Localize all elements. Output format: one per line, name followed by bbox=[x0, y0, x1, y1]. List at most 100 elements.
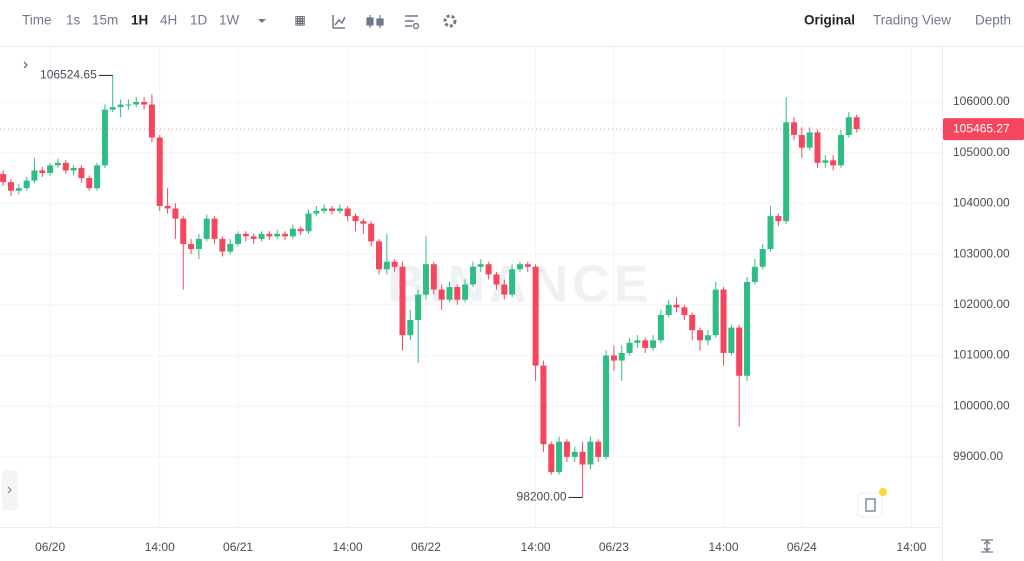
candle-body bbox=[422, 264, 429, 295]
candle-body bbox=[227, 243, 234, 252]
calendar-icon[interactable]: ▦ bbox=[294, 13, 305, 27]
settings-list-icon[interactable] bbox=[405, 15, 418, 27]
candle-body bbox=[485, 264, 492, 275]
notes-button[interactable] bbox=[857, 492, 883, 518]
candle-body bbox=[751, 266, 758, 282]
x-tick-label: 14:00 bbox=[145, 540, 175, 554]
candle-body bbox=[23, 180, 30, 189]
candle-body bbox=[101, 109, 108, 166]
candle-body bbox=[689, 314, 696, 331]
candle-body bbox=[634, 340, 641, 343]
candle-body bbox=[282, 233, 289, 237]
candle-body bbox=[744, 281, 751, 376]
last-price-label: 105465.27 bbox=[953, 121, 1010, 135]
candle-body bbox=[305, 213, 312, 232]
y-tick-label: 103000.00 bbox=[953, 246, 1010, 260]
x-tick-label: 14:00 bbox=[896, 540, 926, 554]
candle-body bbox=[697, 330, 704, 341]
candle-body bbox=[125, 104, 132, 106]
annotation-label: 106524.65 bbox=[40, 68, 97, 82]
candle-body bbox=[477, 264, 484, 267]
side-toggle-arrow bbox=[7, 486, 12, 494]
x-tick-label: 06/22 bbox=[411, 540, 441, 554]
candle-body bbox=[579, 451, 586, 465]
x-tick-label: 14:00 bbox=[709, 540, 739, 554]
candle-body bbox=[211, 218, 218, 239]
candle-body bbox=[0, 173, 7, 183]
candle-body bbox=[344, 208, 351, 217]
candle-body bbox=[86, 178, 93, 189]
indicator-icon[interactable] bbox=[332, 15, 346, 29]
view-button[interactable]: Original bbox=[804, 13, 855, 28]
candle-body bbox=[415, 294, 422, 321]
y-tick-label: 102000.00 bbox=[953, 297, 1010, 311]
candle-body bbox=[148, 104, 155, 138]
candle-body bbox=[133, 102, 140, 105]
candle-body bbox=[626, 342, 633, 353]
side-toggle[interactable] bbox=[2, 470, 18, 510]
candle-body bbox=[321, 208, 328, 212]
candle-body bbox=[657, 314, 664, 341]
gear-icon[interactable] bbox=[443, 14, 457, 28]
candle-body bbox=[266, 233, 273, 237]
candle-body bbox=[329, 208, 336, 212]
candle-body bbox=[313, 211, 320, 214]
candle-body bbox=[180, 218, 187, 244]
candle-body bbox=[78, 167, 85, 179]
interval-button[interactable]: 1D bbox=[190, 13, 208, 28]
candle-body bbox=[798, 134, 805, 148]
notes-badge bbox=[879, 488, 887, 496]
annotation-label: 98200.00 bbox=[517, 490, 567, 504]
candle-body bbox=[297, 228, 304, 232]
view-button[interactable]: Depth bbox=[975, 13, 1011, 28]
x-tick-label: 14:00 bbox=[333, 540, 363, 554]
candle-body bbox=[274, 233, 281, 237]
view-button[interactable]: Trading View bbox=[873, 13, 951, 28]
candle-body bbox=[650, 340, 657, 348]
candle-body bbox=[70, 167, 77, 171]
candle-body bbox=[109, 107, 116, 110]
candle-body bbox=[141, 102, 148, 105]
candle-body bbox=[548, 444, 555, 473]
candle-body bbox=[853, 117, 860, 130]
scale-toggle-icon[interactable] bbox=[981, 539, 993, 553]
interval-button[interactable]: 15m bbox=[92, 13, 118, 28]
more-intervals-caret[interactable] bbox=[258, 19, 266, 23]
candle-body bbox=[493, 274, 500, 285]
x-tick-label: 06/20 bbox=[35, 540, 65, 554]
interval-button[interactable]: 1H bbox=[131, 13, 148, 28]
candle-type-icon[interactable] bbox=[366, 15, 384, 28]
notes-icon bbox=[865, 498, 876, 512]
y-tick-label: 100000.00 bbox=[953, 398, 1010, 412]
interval-button[interactable]: Time bbox=[22, 13, 52, 28]
candle-body bbox=[352, 216, 359, 222]
candle-body bbox=[195, 238, 202, 250]
candle-body bbox=[462, 284, 469, 300]
candle-body bbox=[603, 355, 610, 457]
expand-arrow[interactable] bbox=[23, 61, 28, 69]
candle-body bbox=[524, 264, 531, 267]
candle-body bbox=[375, 241, 382, 270]
candle-body bbox=[516, 264, 523, 270]
candle-body bbox=[258, 233, 265, 239]
candle-body bbox=[509, 269, 516, 295]
candle-body bbox=[845, 117, 852, 135]
candle-body bbox=[438, 289, 445, 300]
interval-button[interactable]: 4H bbox=[160, 13, 177, 28]
candle-body bbox=[164, 205, 171, 209]
candle-body bbox=[540, 365, 547, 445]
candle-body bbox=[595, 441, 602, 457]
interval-button[interactable]: 1W bbox=[219, 13, 240, 28]
candle-body bbox=[15, 188, 22, 191]
y-tick-label: 101000.00 bbox=[953, 348, 1010, 362]
candle-body bbox=[610, 355, 617, 361]
candle-body bbox=[837, 134, 844, 166]
candle-body bbox=[336, 208, 343, 212]
candle-body bbox=[360, 221, 367, 224]
candle-body bbox=[219, 238, 226, 252]
y-tick-label: 104000.00 bbox=[953, 196, 1010, 210]
x-tick-label: 06/21 bbox=[223, 540, 253, 554]
candle-body bbox=[31, 170, 38, 181]
interval-button[interactable]: 1s bbox=[66, 13, 81, 28]
